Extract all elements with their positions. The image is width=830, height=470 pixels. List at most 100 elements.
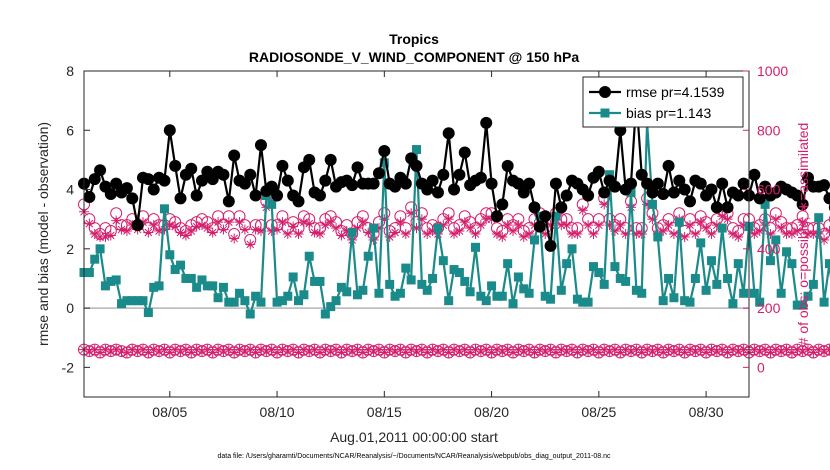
obs-assimilated-marker [695, 344, 706, 355]
obs-assimilated-marker [588, 229, 599, 239]
obs-star-stroke [450, 230, 458, 238]
bias-point [267, 199, 277, 209]
obs-star-stroke [691, 347, 700, 355]
bias-point [803, 291, 813, 301]
bias-point [787, 259, 797, 269]
rmse-point [490, 210, 503, 223]
obs-assimilated-marker [154, 346, 165, 357]
legend: rmse pr=4.1539 bias pr=1.143 [582, 76, 744, 128]
obs-assimilated-marker [175, 227, 186, 238]
obs-star-stroke [589, 345, 598, 354]
obs-star-stroke [423, 230, 432, 238]
bias-point [824, 259, 830, 269]
rmse-point [560, 189, 573, 202]
bias-point [401, 263, 411, 273]
bias-point [208, 281, 218, 291]
rmse-point [625, 177, 638, 190]
obs-star-stroke [396, 218, 405, 226]
obs-star-stroke [321, 221, 330, 229]
bias-point [808, 279, 818, 289]
obs-star-stroke [552, 348, 560, 357]
rmse-point [544, 239, 557, 252]
obs-star-stroke [289, 222, 298, 231]
obs-star-stroke [364, 345, 373, 354]
bias-point [422, 285, 432, 295]
rmse-point [228, 149, 241, 162]
obs-star-stroke [182, 231, 190, 240]
obs-assimilated-marker [105, 230, 116, 241]
obs-assimilated-marker [652, 344, 663, 355]
rmse-point [684, 195, 697, 208]
y2-tick-label: 200 [757, 300, 781, 316]
bias-point [224, 297, 234, 307]
obs-star-stroke [562, 347, 571, 355]
obs-star-stroke [820, 347, 828, 355]
obs-star-stroke [273, 225, 281, 234]
obs-assimilated-marker [89, 344, 100, 355]
bias-point [412, 145, 421, 155]
obs-star-stroke [90, 230, 99, 238]
obs-assimilated-marker [298, 217, 309, 228]
obs-star-stroke [434, 347, 442, 355]
obs-assimilated-marker [400, 347, 411, 358]
bias-point [417, 279, 427, 289]
bias-point [492, 291, 502, 301]
obs-assimilated-marker [320, 220, 331, 231]
obs-star-stroke [423, 348, 432, 357]
obs-assimilated-marker [524, 344, 535, 355]
bias-point [594, 268, 604, 278]
obs-star-stroke [498, 347, 507, 355]
obs-star-stroke [814, 345, 823, 354]
y2-tick-label: 0 [757, 359, 765, 375]
rmse-point [517, 186, 530, 199]
rmse-point [265, 180, 278, 193]
obs-star-stroke [712, 347, 721, 355]
bias-point [562, 259, 572, 269]
obs-star-stroke [798, 218, 807, 226]
bias-point [749, 288, 759, 298]
obs-star-stroke [670, 347, 678, 355]
rmse-point [313, 189, 326, 202]
obs-star-stroke [825, 229, 830, 235]
bias-point [776, 288, 786, 298]
bias-point [631, 285, 641, 295]
obs-assimilated-marker [336, 347, 347, 358]
rmse-point [539, 210, 552, 223]
obs-star-stroke [503, 221, 512, 229]
bias-point [540, 291, 550, 301]
x-tick-label: 08/25 [581, 404, 616, 420]
obs-assimilated-marker [550, 347, 561, 358]
obs-assimilated-marker [636, 229, 647, 239]
obs-star-stroke [396, 345, 405, 354]
bias-point [637, 288, 647, 298]
bias-point [664, 273, 674, 283]
bias-point [84, 268, 94, 278]
rmse-point [753, 192, 766, 205]
obs-star-stroke [348, 347, 356, 355]
rmse-point [104, 187, 117, 200]
obs-assimilated-marker [180, 230, 191, 241]
obs-star-stroke [165, 348, 174, 357]
axes-frame [83, 70, 750, 398]
rmse-point [512, 177, 525, 190]
obs-star-stroke [809, 348, 818, 357]
obs-assimilated-marker [481, 344, 492, 355]
obs-star-stroke [788, 230, 796, 238]
x-tick-label: 08/10 [260, 404, 295, 420]
obs-star-stroke [578, 345, 587, 354]
obs-star-stroke [418, 345, 426, 354]
bias-point [696, 238, 706, 248]
obs-star-stroke [257, 345, 265, 354]
obs-star-stroke [305, 347, 314, 355]
obs-star-stroke [729, 230, 737, 238]
obs-star-stroke [739, 345, 748, 354]
obs-assimilated-marker [567, 344, 578, 355]
rmse-point [818, 179, 830, 192]
bias-point [481, 296, 491, 306]
obs-assimilated-marker [277, 217, 288, 228]
y-tick-label: -2 [62, 359, 75, 375]
obs-star-stroke [316, 348, 324, 357]
obs-star-stroke [305, 219, 314, 228]
obs-star-stroke [460, 218, 469, 226]
obs-assimilated-marker [679, 347, 690, 358]
